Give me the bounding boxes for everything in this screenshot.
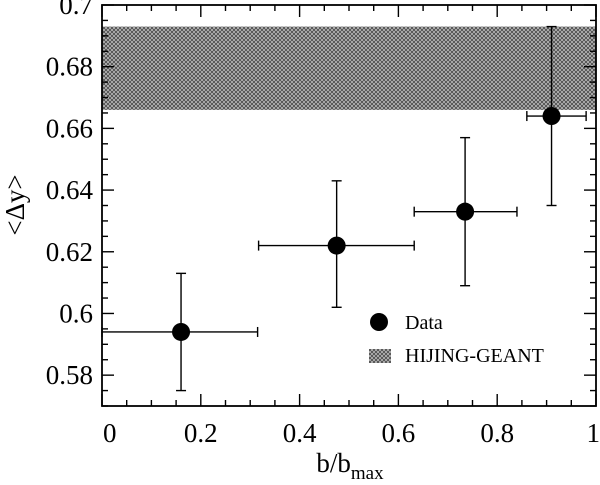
model-band-layer: [102, 26, 596, 110]
hijing-geant-band: [102, 26, 596, 110]
x-tick-label: 0.6: [382, 418, 416, 448]
legend: Data HIJING-GEANT: [369, 312, 544, 367]
data-series-layer: [101, 25, 587, 392]
y-tick-label: 0.66: [46, 113, 93, 143]
y-axis-title: <Δy>: [0, 174, 30, 235]
legend-band-label: HIJING-GEANT: [405, 345, 544, 367]
legend-data-marker: [370, 313, 388, 331]
x-axis-title-main: b/b: [316, 448, 351, 478]
y-tick-label: 0.58: [46, 360, 93, 390]
y-tick-label: 0.6: [59, 298, 93, 328]
x-tick-label: 0.4: [283, 418, 317, 448]
data-marker: [456, 202, 475, 221]
x-tick-label: 0: [103, 418, 117, 448]
legend-band-swatch: [369, 349, 391, 363]
y-tick-label: 0.7: [59, 0, 93, 20]
data-point-1: [101, 272, 259, 392]
x-tick-label: 1: [587, 418, 600, 448]
data-point-3: [413, 136, 518, 287]
data-marker: [542, 107, 561, 126]
legend-item-data: Data: [370, 312, 443, 334]
x-tick-label: 0.2: [184, 418, 218, 448]
y-tick-label: 0.62: [46, 237, 93, 267]
x-axis-title: b/bmax: [316, 448, 384, 484]
data-marker: [172, 322, 191, 341]
x-axis-title-subscript: max: [351, 463, 384, 484]
y-tick-label: 0.68: [46, 52, 93, 82]
legend-item-hijing-geant: HIJING-GEANT: [369, 345, 544, 367]
data-point-4: [526, 25, 587, 207]
data-marker: [327, 236, 346, 255]
x-tick-label: 0.8: [480, 418, 514, 448]
legend-data-label: Data: [405, 312, 443, 334]
y-tick-label: 0.64: [46, 175, 94, 205]
data-point-2: [257, 180, 415, 308]
